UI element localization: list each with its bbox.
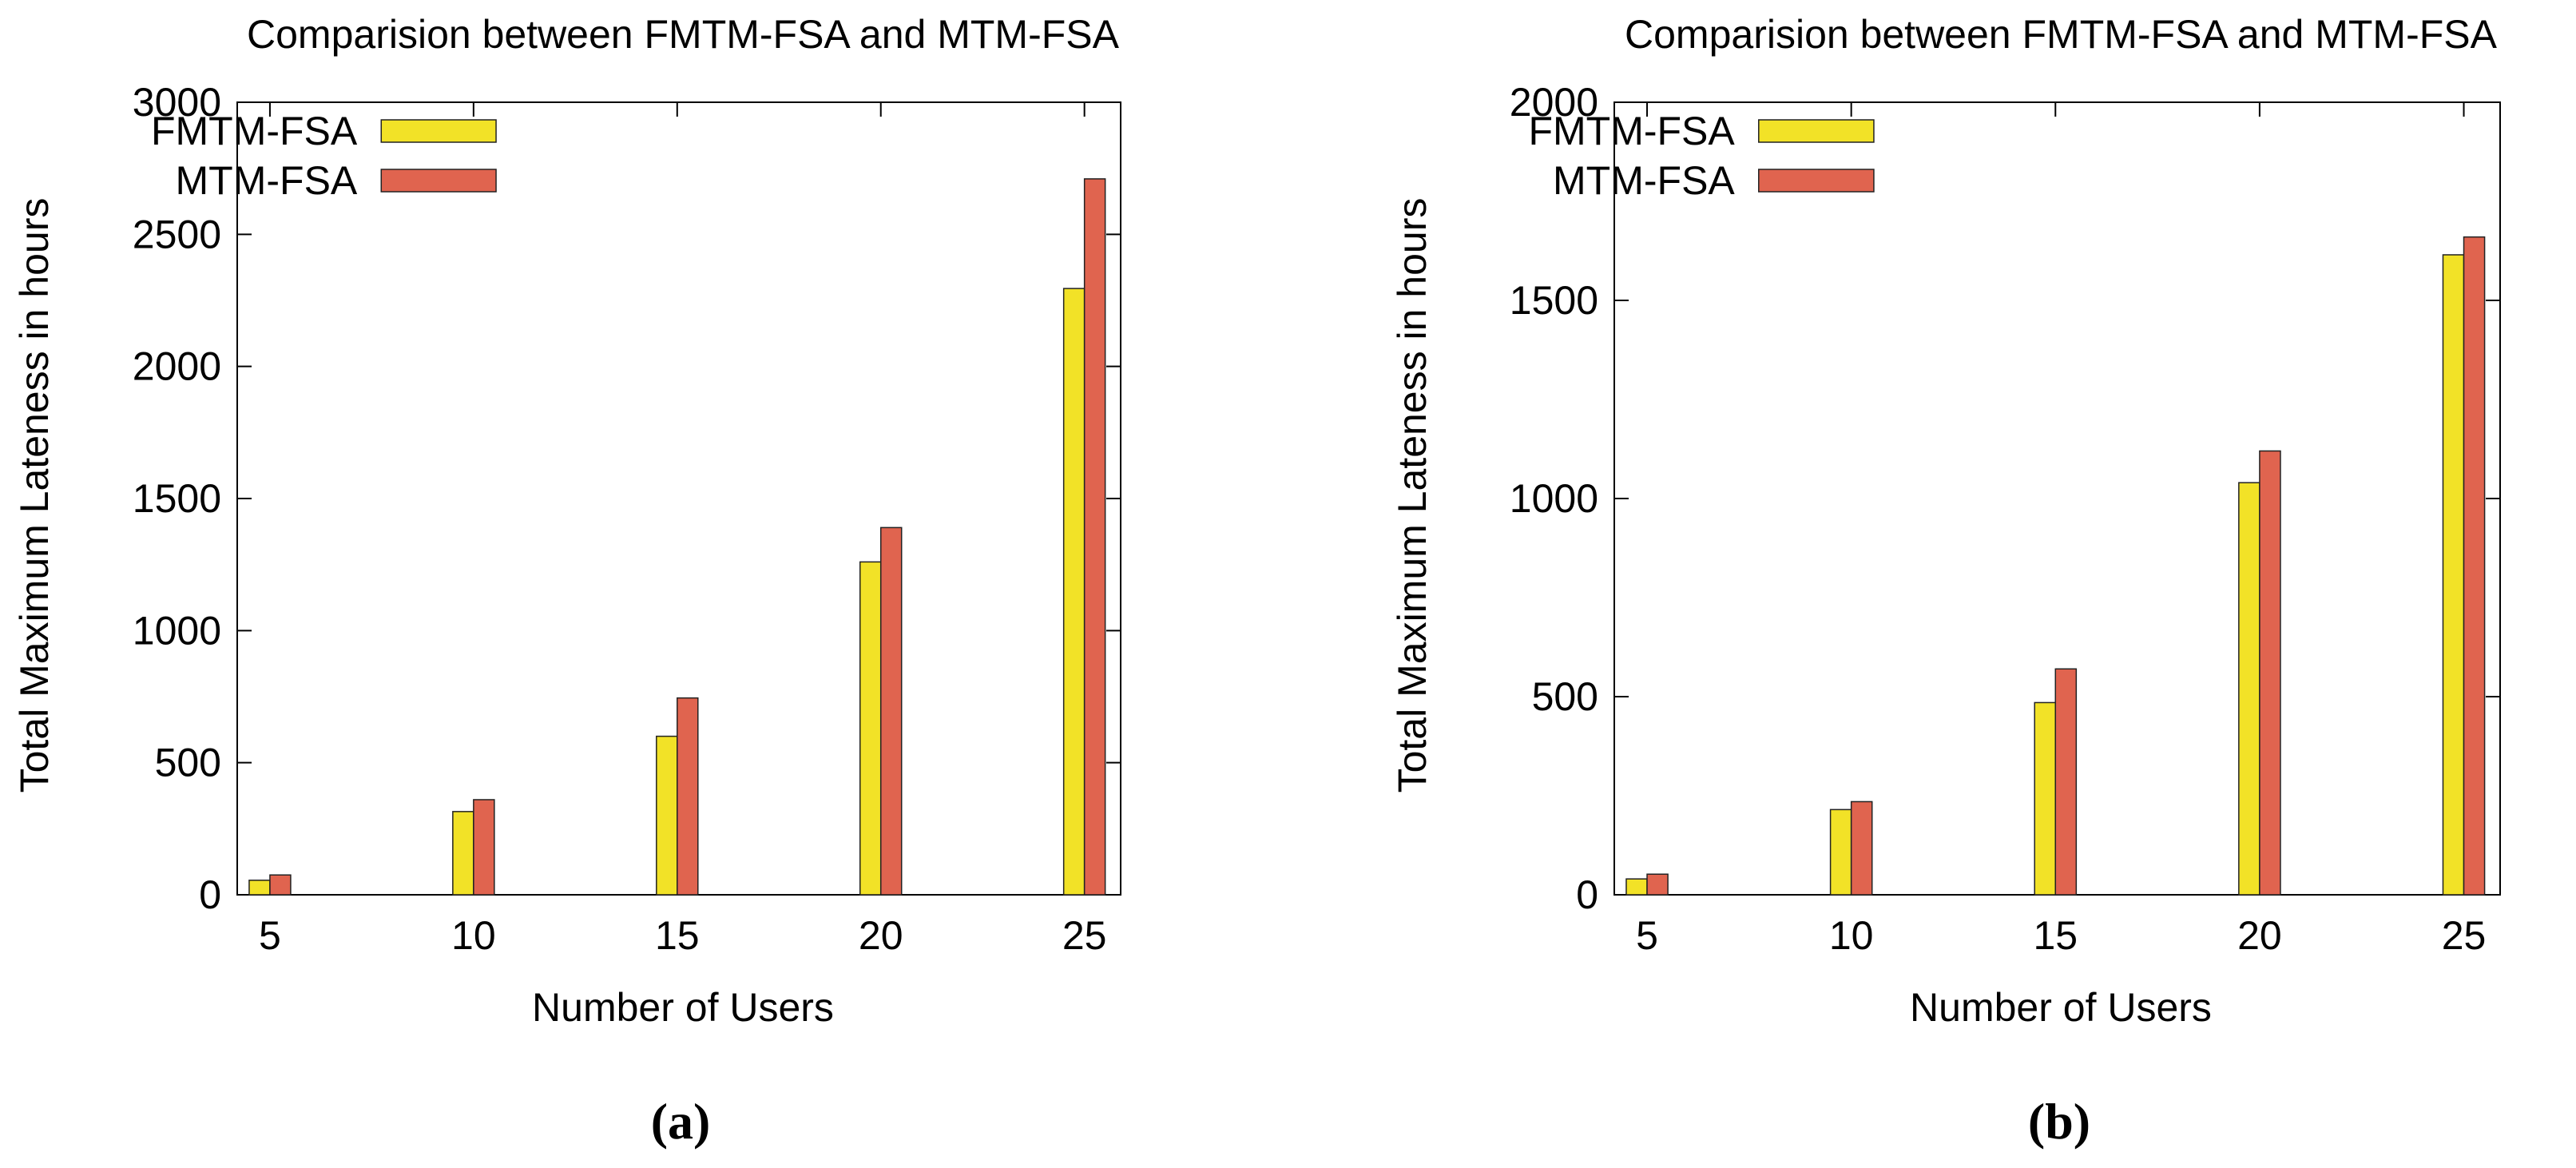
y-tick-label: 3000: [133, 80, 221, 125]
bar-fmtm-fsa-10: [452, 811, 474, 896]
legend-swatch: [1758, 169, 1875, 193]
x-axis-label: Number of Users: [532, 985, 834, 1030]
y-tick-label: 0: [199, 872, 221, 917]
legend-swatch: [380, 119, 497, 143]
bars: [248, 178, 1106, 896]
panel-caption: (b): [2028, 1093, 2090, 1150]
x-tick-label: 10: [451, 913, 496, 958]
chart-title: Comparision between FMTM-FSA and MTM-FSA: [247, 12, 1120, 57]
bar-mtm-fsa-10: [473, 799, 495, 896]
y-tick-label: 2500: [133, 212, 221, 256]
bar-fmtm-fsa-25: [2442, 254, 2465, 896]
bars: [1625, 236, 2486, 896]
legend-label: FMTM-FSA: [151, 109, 358, 153]
chart-panel-b: Comparision between FMTM-FSA and MTM-FSA…: [1390, 12, 2501, 1150]
bar-fmtm-fsa-5: [248, 880, 271, 896]
bar-fmtm-fsa-5: [1625, 878, 1648, 896]
y-tick-label: 1000: [1510, 476, 1598, 521]
bar-mtm-fsa-10: [1850, 801, 1873, 896]
x-tick-label: 5: [259, 913, 281, 958]
bar-fmtm-fsa-15: [656, 735, 678, 896]
y-axis-label: Total Maximum Lateness in hours: [1390, 198, 1435, 793]
bar-fmtm-fsa-25: [1062, 288, 1086, 896]
legend: FMTM-FSA MTM-FSA: [1528, 109, 1875, 203]
x-tick-label: 20: [859, 913, 903, 958]
bar-mtm-fsa-15: [2054, 668, 2078, 896]
chart-title: Comparision between FMTM-FSA and MTM-FSA: [1625, 12, 2498, 57]
bar-mtm-fsa-20: [2259, 450, 2281, 896]
x-tick-label: 15: [2033, 913, 2078, 958]
legend-label: MTM-FSA: [1553, 158, 1735, 203]
x-tick-label: 25: [2442, 913, 2487, 958]
y-tick-label: 0: [1576, 872, 1598, 917]
legend-swatch: [380, 169, 497, 193]
y-tick-label: 1500: [1510, 278, 1598, 323]
y-tick-label: 1500: [133, 476, 221, 521]
legend-label: FMTM-FSA: [1528, 109, 1735, 153]
panel-caption: (a): [651, 1093, 711, 1150]
x-tick-label: 15: [655, 913, 700, 958]
bar-fmtm-fsa-15: [2034, 701, 2057, 896]
y-tick-label: 2000: [1510, 80, 1598, 125]
x-tick-label: 20: [2237, 913, 2282, 958]
y-tick-label: 1000: [133, 608, 221, 653]
bar-mtm-fsa-15: [677, 697, 699, 896]
x-tick-label: 10: [1829, 913, 1874, 958]
y-axis-label: Total Maximum Lateness in hours: [12, 198, 57, 793]
legend-label: MTM-FSA: [176, 158, 358, 203]
chart-panel-a: Comparision between FMTM-FSA and MTM-FSA…: [12, 12, 1121, 1150]
y-tick-label: 500: [1532, 674, 1598, 719]
bar-mtm-fsa-25: [2463, 236, 2486, 896]
x-axis-label: Number of Users: [1910, 985, 2212, 1030]
legend: FMTM-FSA MTM-FSA: [151, 109, 497, 203]
bar-mtm-fsa-25: [1083, 178, 1106, 896]
bar-fmtm-fsa-10: [1829, 808, 1852, 896]
bar-mtm-fsa-5: [1646, 873, 1669, 896]
bar-mtm-fsa-5: [269, 874, 292, 896]
x-tick-label: 5: [1636, 913, 1658, 958]
legend-swatch: [1758, 119, 1875, 143]
y-tick-label: 500: [155, 741, 221, 785]
bar-fmtm-fsa-20: [859, 561, 882, 896]
y-tick-label: 2000: [133, 344, 221, 389]
axis-ticks: 0 500 1000 1500 2000 2500 3000 5 10 15 20 25: [133, 80, 1121, 958]
bar-mtm-fsa-20: [879, 526, 903, 896]
axis-ticks: 0 500 1000 1500 2000 5 10 15 20 25: [1510, 80, 2500, 958]
x-tick-label: 25: [1062, 913, 1107, 958]
bar-fmtm-fsa-20: [2238, 482, 2260, 896]
